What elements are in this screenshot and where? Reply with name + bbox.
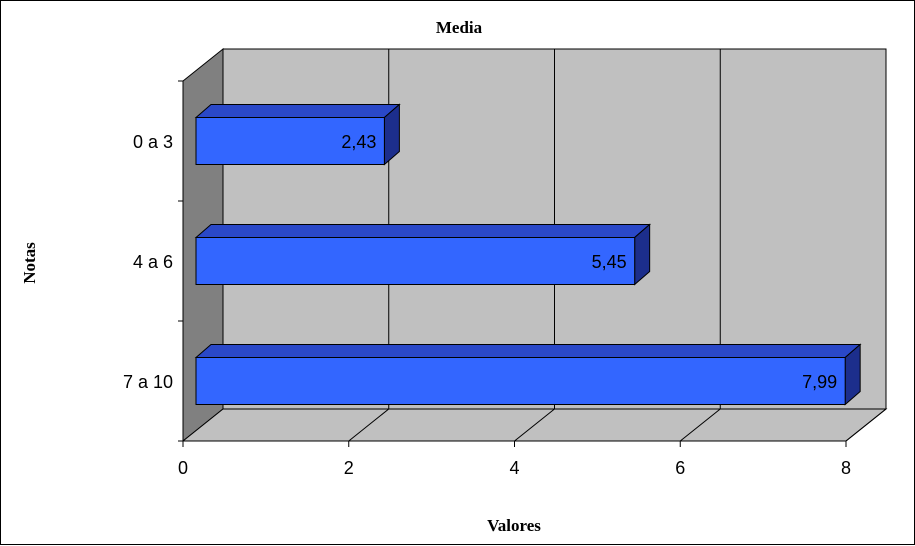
floor-gridline — [845, 408, 887, 442]
y-tick-label: 7 a 10 — [123, 372, 173, 392]
y-axis-label: Notas — [20, 242, 39, 284]
x-tick-label: 6 — [675, 458, 685, 478]
floor-gridline — [514, 408, 555, 442]
floor-gridline — [348, 408, 390, 442]
data-label: 7,99 — [802, 372, 837, 392]
bar-top — [194, 224, 652, 238]
bar-top — [194, 344, 862, 358]
x-tick-label: 4 — [509, 458, 519, 478]
x-tick-label: 2 — [344, 458, 354, 478]
bar — [195, 357, 846, 405]
y-tick-label: 0 a 3 — [133, 132, 173, 152]
x-axis-label: Valores — [487, 516, 541, 535]
x-tick-label: 8 — [841, 458, 851, 478]
bar-top — [194, 104, 401, 118]
axes — [178, 80, 847, 447]
bar — [195, 237, 636, 285]
y-tick-label: 4 a 6 — [133, 252, 173, 272]
floor-gridline — [679, 408, 721, 442]
x-tick-label: 0 — [178, 458, 188, 478]
data-label: 2,43 — [341, 132, 376, 152]
chart-title: Media — [436, 18, 483, 37]
bar — [195, 117, 385, 165]
data-label: 5,45 — [592, 252, 627, 272]
bars — [194, 103, 862, 406]
labels: 0 2 4 6 8 7,99 7 a 10 5,45 4 a 6 2,43 0 a 3 — [123, 132, 851, 478]
